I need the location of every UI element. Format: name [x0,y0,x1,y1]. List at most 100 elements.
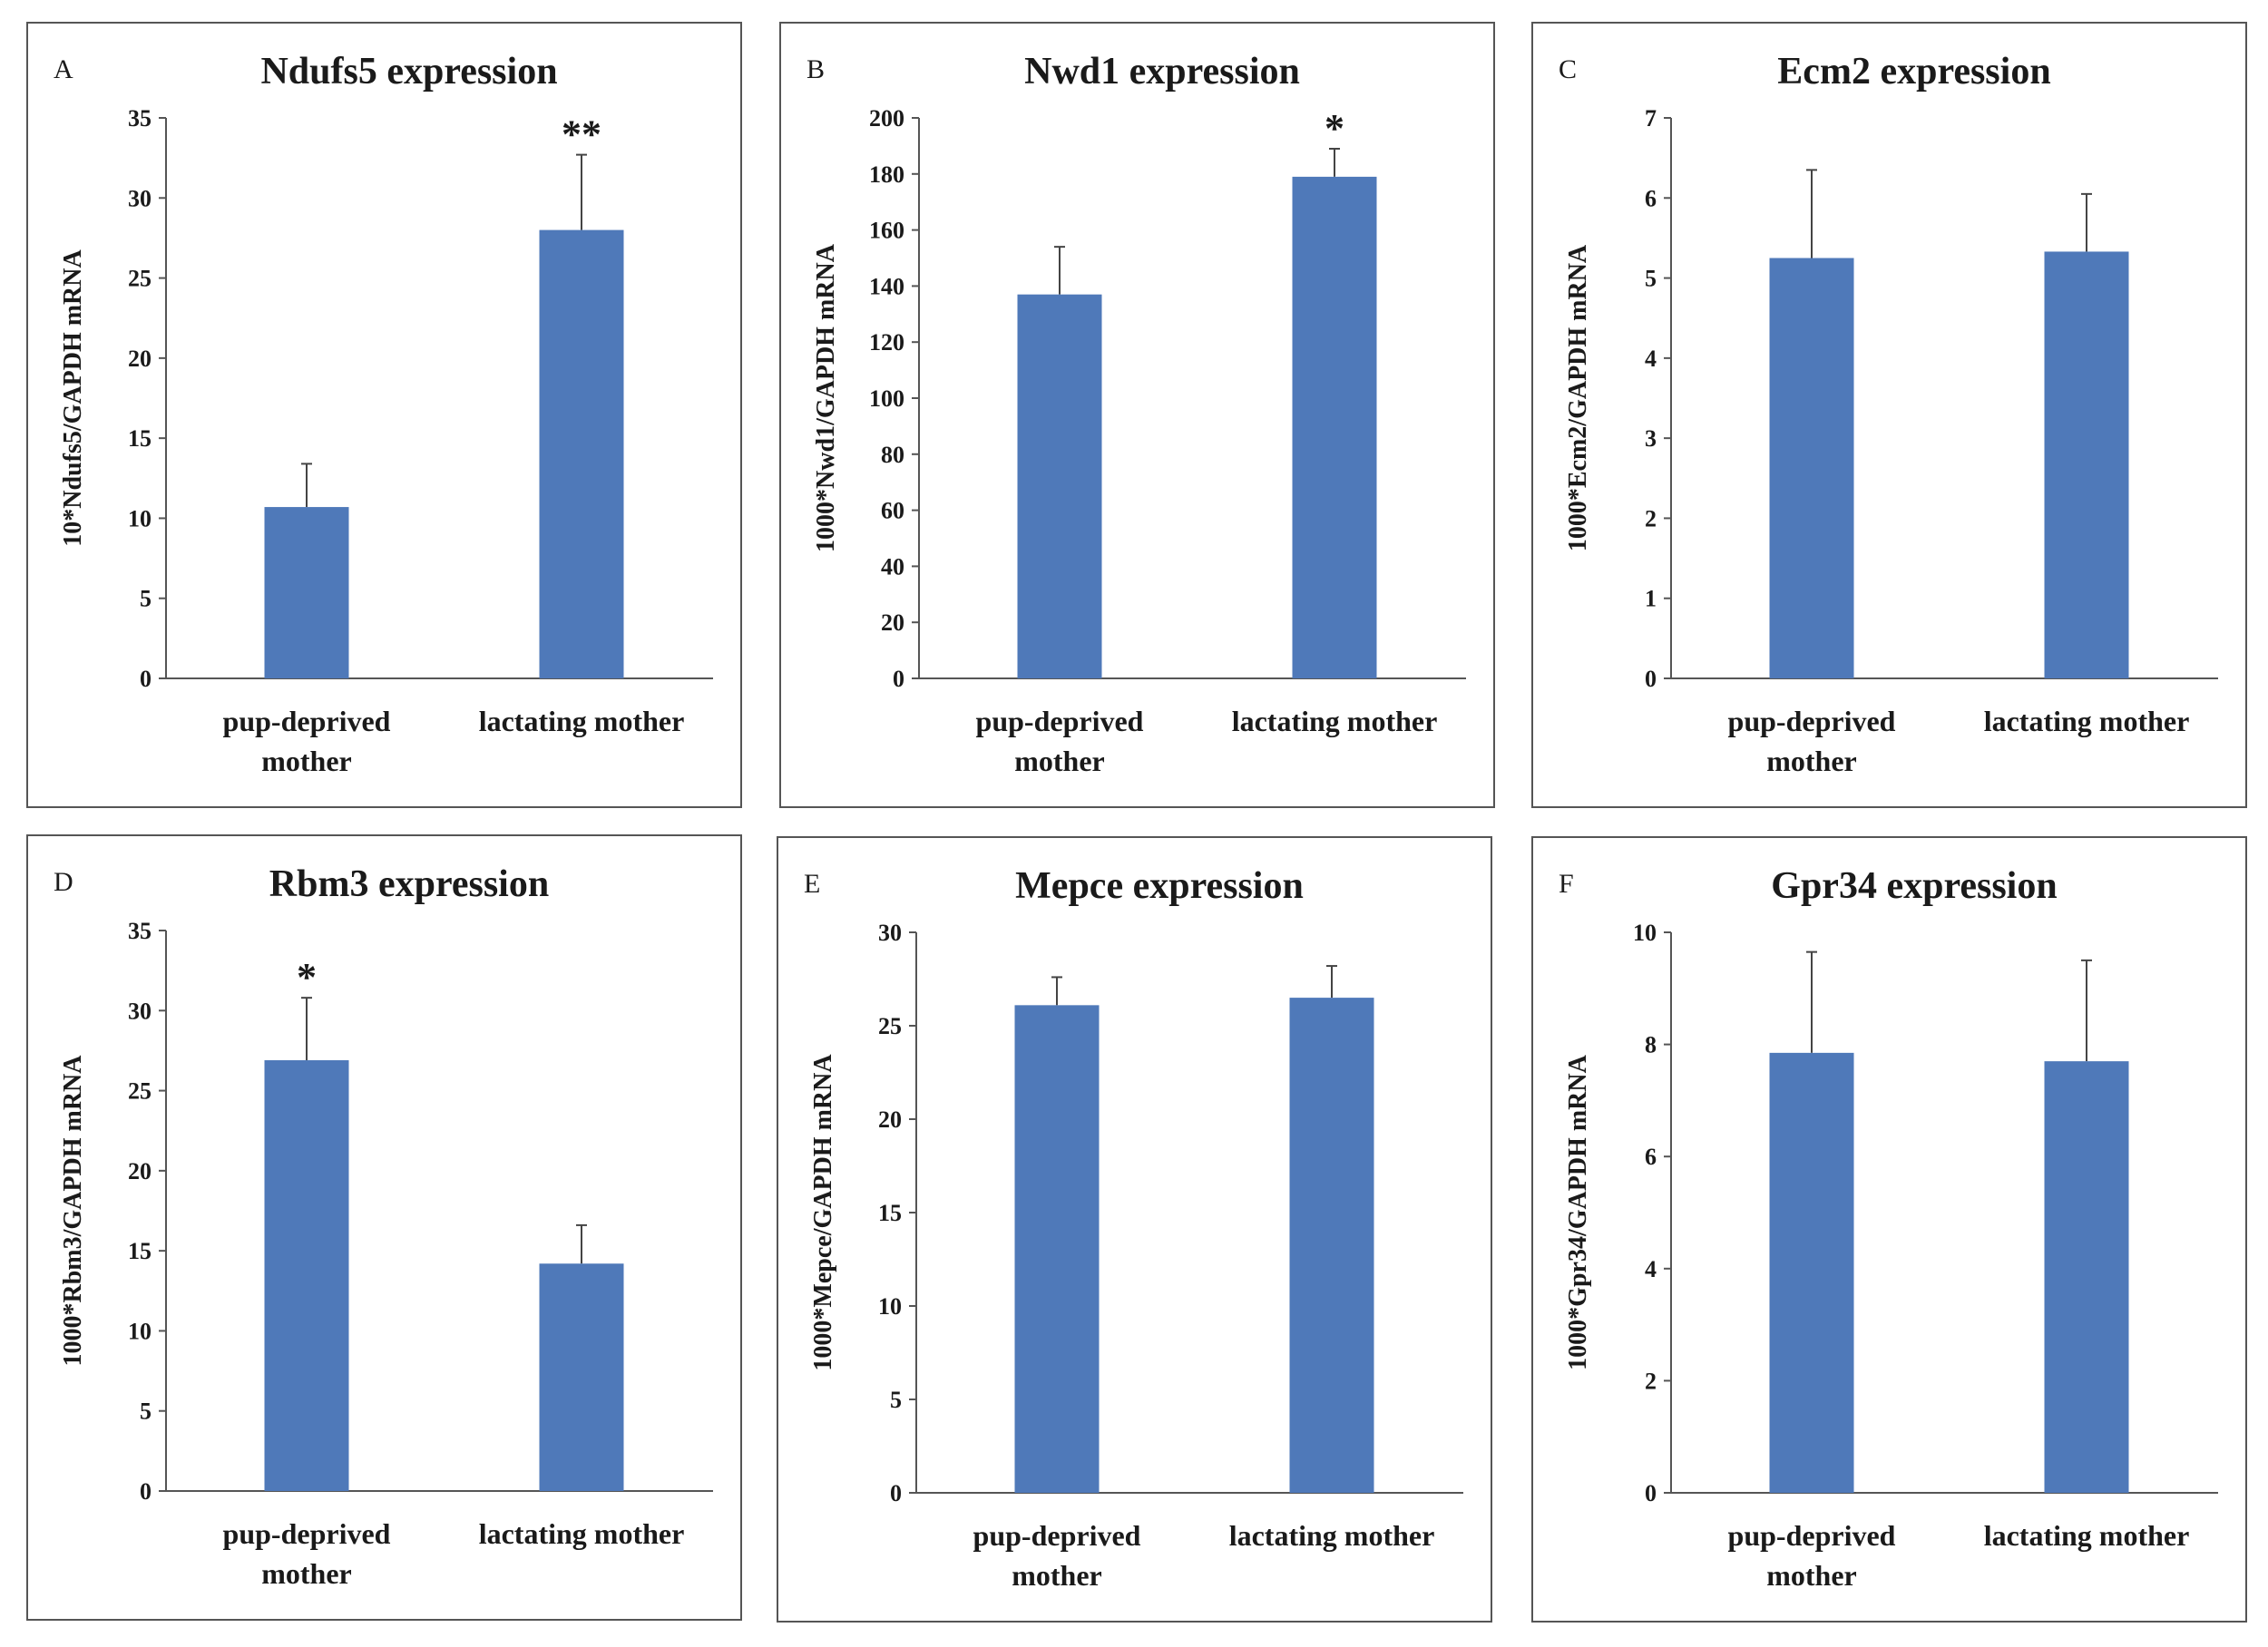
x-category-label: pup-deprived [223,1517,391,1550]
y-tick-label: 3 [1645,425,1657,452]
y-tick-label: 100 [869,385,904,412]
panel-letter: D [54,867,73,897]
y-tick-label: 30 [128,185,152,211]
y-tick-label: 20 [128,1158,152,1184]
significance-marker: ** [562,112,601,157]
x-category-label: pup-deprived [1728,1519,1896,1552]
y-axis-label: 1000*Gpr34/GAPDH mRNA [1564,1054,1592,1369]
x-category-label: mother [261,745,352,777]
y-tick-label: 5 [1645,266,1657,292]
bar [2044,251,2129,678]
x-category-label: lactating mother [1232,705,1438,737]
y-tick-label: 200 [869,105,904,132]
panel-a: A Ndufs5 expression 10*Ndufs5/GAPDH mRNA 0 5… [26,22,742,808]
y-tick-label: 8 [1645,1032,1657,1058]
y-tick-label: 7 [1645,105,1657,132]
y-axis-label: 10*Ndufs5/GAPDH mRNA [59,249,87,547]
chart-title: Ecm2 expression [1777,51,2050,93]
bar [1769,258,1854,678]
y-tick-label: 35 [128,918,152,944]
y-tick-label: 0 [890,1480,902,1506]
y-tick-label: 0 [893,666,904,692]
chart-f: F Gpr34 expression 1000*Gpr34/GAPDH mRNA 0 2… [1559,865,2218,1592]
x-category-label: lactating mother [479,705,685,737]
panel-letter: B [807,54,825,84]
y-tick-label: 6 [1645,185,1657,211]
y-tick-label: 5 [890,1387,902,1413]
x-category-label: pup-deprived [976,705,1144,737]
x-category-label: mother [1014,745,1105,777]
y-tick-label: 15 [878,1200,902,1226]
y-tick-label: 30 [128,998,152,1024]
x-category-label: mother [1766,1559,1857,1592]
chart-d: D Rbm3 expression 1000*Rbm3/GAPDH mRNA 0 5 10… [54,863,713,1590]
y-tick-label: 6 [1645,1144,1657,1170]
chart-title: Mepce expression [1015,865,1304,907]
x-category-label: mother [1766,745,1857,777]
y-tick-label: 120 [869,329,904,356]
x-category-label: lactating mother [479,1517,685,1550]
y-tick-label: 80 [881,442,904,468]
y-axis-label: 1000*Nwd1/GAPDH mRNA [812,243,840,552]
y-tick-label: 180 [869,161,904,188]
bar [1014,1005,1100,1493]
chart-e: E Mepce expression 1000*Mepce/GAPDH mRNA 0 5… [804,865,1463,1592]
x-category-label: pup-deprived [1728,705,1896,737]
bar [539,1263,624,1491]
y-tick-label: 25 [128,266,152,292]
y-tick-label: 2 [1645,1368,1657,1394]
significance-marker: * [1325,106,1344,151]
y-tick-label: 160 [869,218,904,244]
y-tick-label: 25 [128,1078,152,1105]
bar [1769,1052,1854,1493]
x-category-label: mother [261,1557,352,1590]
y-tick-label: 15 [128,1238,152,1264]
bar [2044,1061,2129,1493]
y-tick-label: 20 [128,346,152,372]
bar [264,507,349,678]
bar [539,229,624,678]
y-tick-label: 10 [878,1293,902,1320]
y-tick-label: 30 [878,920,902,946]
panel-letter: C [1559,54,1577,84]
y-tick-label: 35 [128,105,152,132]
panel-d: D Rbm3 expression 1000*Rbm3/GAPDH mRNA 0 5 10… [26,834,742,1621]
y-axis-label: 1000*Rbm3/GAPDH mRNA [59,1055,87,1367]
x-category-label: mother [1012,1559,1102,1592]
chart-title: Nwd1 expression [1024,51,1300,93]
y-tick-label: 20 [881,609,904,636]
y-tick-label: 25 [878,1013,902,1039]
panel-b: B Nwd1 expression 1000*Nwd1/GAPDH mRNA 0 20 4… [779,22,1495,808]
y-tick-label: 10 [128,505,152,531]
x-category-label: pup-deprived [223,705,391,737]
x-category-label: lactating mother [1229,1519,1435,1552]
chart-b: B Nwd1 expression 1000*Nwd1/GAPDH mRNA 0 20 4… [807,51,1466,777]
significance-marker: * [297,955,317,999]
y-tick-label: 10 [1633,920,1657,946]
panel-letter: F [1559,869,1574,899]
chart-title: Ndufs5 expression [260,51,557,93]
panel-letter: A [54,54,73,84]
x-category-label: pup-deprived [973,1519,1141,1552]
bar [1289,998,1374,1493]
y-tick-label: 15 [128,425,152,452]
y-tick-label: 1 [1645,586,1657,612]
bar [1017,294,1102,678]
y-tick-label: 0 [140,666,152,692]
x-category-label: lactating mother [1984,705,2190,737]
y-tick-label: 140 [869,273,904,299]
chart-title: Rbm3 expression [269,863,549,905]
panel-f: F Gpr34 expression 1000*Gpr34/GAPDH mRNA 0 2… [1531,836,2247,1623]
y-tick-label: 0 [140,1478,152,1505]
y-tick-label: 5 [140,586,152,612]
y-tick-label: 4 [1645,1256,1657,1282]
x-category-label: lactating mother [1984,1519,2190,1552]
y-axis-label: 1000*Ecm2/GAPDH mRNA [1564,244,1592,551]
y-tick-label: 40 [881,553,904,580]
y-axis-label: 1000*Mepce/GAPDH mRNA [809,1054,837,1371]
chart-c: C Ecm2 expression 1000*Ecm2/GAPDH mRNA 0 1 2 3… [1559,51,2218,777]
y-tick-label: 60 [881,498,904,524]
y-tick-label: 2 [1645,505,1657,531]
y-tick-label: 0 [1645,666,1657,692]
y-tick-label: 10 [128,1318,152,1344]
